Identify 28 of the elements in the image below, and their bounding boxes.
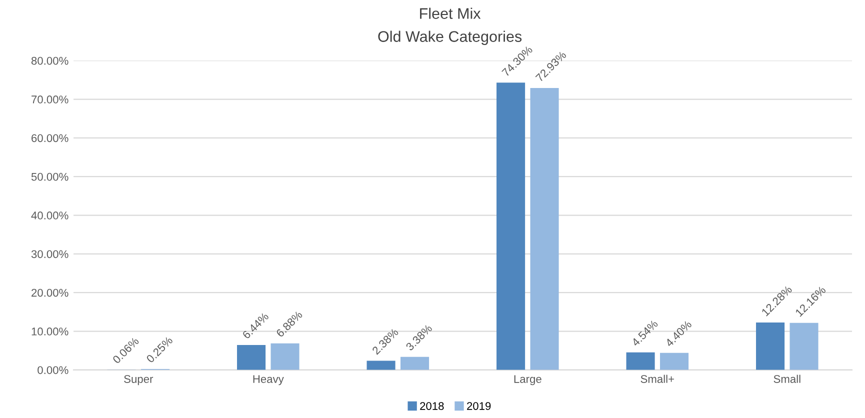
x-tick-label: Heavy [253, 375, 284, 386]
chart-title: Fleet Mix [420, 8, 481, 19]
bar [530, 88, 559, 370]
bar [756, 322, 785, 370]
bar [237, 345, 266, 370]
bar [270, 343, 300, 370]
bar [366, 360, 396, 370]
legend-label: 2018 [420, 402, 444, 410]
y-tick-label: 30.00% [31, 250, 68, 258]
y-tick-label: 10.00% [32, 328, 68, 336]
y-tick-label: 40.00% [31, 212, 68, 220]
x-tick-label: Small+ [640, 374, 674, 383]
y-tick-label: 60.00% [32, 134, 68, 142]
x-tick-label: Super [124, 375, 154, 386]
bar [400, 356, 430, 370]
bar [790, 322, 818, 370]
y-tick-label: 0.00% [38, 366, 68, 374]
chart-subtitle: Old Wake Categories [378, 30, 522, 45]
y-tick-label: 50.00% [31, 172, 68, 181]
y-tick-label: 70.00% [32, 96, 68, 104]
bar [660, 352, 689, 370]
x-tick-label: Large [514, 375, 542, 386]
x-tick-label: Small [774, 374, 800, 383]
legend-label: 2019 [467, 402, 491, 410]
y-tick-label: 80.00% [31, 56, 68, 65]
y-tick-label: 20.00% [32, 288, 68, 297]
bar [626, 352, 655, 370]
bar [496, 82, 526, 370]
